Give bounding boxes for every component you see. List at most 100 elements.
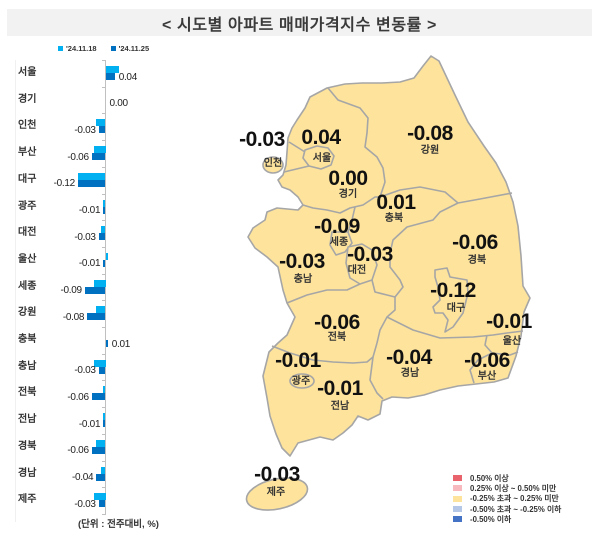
chungnam-jeonbuk-border [286,283,361,304]
gangwon-south-border [379,186,513,204]
title-bar: < 시도별 아파트 매매가격지수 변동률 > [7,9,592,36]
data-label: 0.00 [109,98,129,110]
bar-this-week [103,259,106,267]
data-label: -0.06 [67,445,89,457]
axis-tick [102,220,105,222]
map-label-gyeongbuk: 경북 [467,255,487,266]
map-label-daegu: 대구 [446,303,466,314]
category-label: 전북 [18,387,37,399]
bar-this-week [98,126,106,134]
map-label-chungnam: 충남 [293,274,313,285]
unit-note: (단위 : 전주대비, %) [78,519,159,530]
axis-tick [102,487,105,489]
map-value-gyeongbuk: -0.06 [452,231,498,254]
axis-tick [102,380,105,382]
axis-tick [102,433,105,435]
axis-tick [102,246,105,248]
jeonbuk-jeonnam-border [271,342,378,364]
category-label: 부산 [18,147,37,159]
category-label: 경기 [18,93,37,105]
bar-prev-week [100,226,106,234]
axis-tick [102,513,105,515]
legend-swatch-blue [453,516,462,523]
map-legend-label: 0.50% 이상 [470,473,509,483]
category-label: 대구 [18,173,37,185]
map-value-jeju: -0.03 [254,463,300,486]
chungbuk-south-border [371,279,396,298]
category-label: 전남 [18,414,37,426]
legend-swatch-pink [453,485,462,492]
incheon-island [262,156,284,174]
data-label: 0.04 [118,71,138,83]
legend-label-prev-week: '24.11.18 [66,44,97,53]
data-label: -0.06 [67,391,89,403]
data-label: -0.09 [60,285,83,297]
category-label: 충남 [18,360,37,372]
category-label: 강원 [18,307,37,319]
map-legend-item: -0.50% 초과 ~ -0.25% 이하 [453,504,561,514]
bar-prev-week [94,359,106,367]
axis-tick [102,113,105,115]
map-label-ulsan: 울산 [502,336,522,347]
bar-prev-week [105,252,108,260]
map-value-incheon: -0.03 [239,128,285,151]
bar-this-week [87,313,106,321]
legend-swatch-prev-week [58,46,63,51]
data-label: -0.03 [74,124,96,136]
jeonnam-gyeongnam-border [369,356,384,400]
map-label-sejong: 세종 [329,237,349,248]
map-legend-label: 0.25% 이상 ~ 0.50% 미만 [470,483,557,493]
category-label: 인천 [18,120,37,132]
category-label: 세종 [18,280,37,292]
map-label-busan: 부산 [477,371,497,382]
bar-prev-week [96,439,106,447]
chungbuk-west-border [347,206,356,233]
axis-tick [102,407,105,409]
bar-this-week [91,446,106,454]
bar-this-week [91,393,106,401]
map-legend-item: 0.50% 이상 [453,473,561,483]
map-legend-item: 0.25% 이상 ~ 0.50% 미만 [453,483,561,493]
map-label-incheon: 인천 [263,158,283,169]
map-value-jeonnam: -0.01 [317,377,363,400]
map-value-gyeongnam: -0.04 [386,346,432,369]
map-label-gyeonggi: 경기 [338,189,358,200]
legend-item-prev-week: '24.11.18 [58,44,97,53]
jeju-island [245,477,309,511]
axis-tick [102,193,105,195]
legend-swatch-red [453,475,462,482]
data-label: -0.03 [74,498,96,510]
axis-tick [102,327,105,328]
map-label-jeonnam: 전남 [330,401,350,412]
map-value-jeonbuk: -0.06 [314,311,360,334]
bar-this-week [103,420,106,428]
category-label: 대전 [18,227,37,239]
map-value-gwangju: -0.01 [275,349,321,372]
map-label-gwangju: 광주 [291,376,311,387]
map-value-ulsan: -0.01 [486,310,532,333]
bar-prev-week [105,66,120,73]
bar-this-week [84,286,106,294]
category-label: 제주 [18,494,37,506]
map-value-sejong: -0.09 [314,215,360,238]
axis-tick [102,353,105,355]
bar-prev-week [103,199,106,207]
axis-tick [102,140,105,142]
bar-prev-week [94,146,106,154]
data-label: -0.08 [62,311,85,323]
category-label: 경북 [18,440,37,452]
chungbuk-gyeongbuk-border [389,202,459,298]
gyeonggi-south-border [302,196,380,214]
map-value-daegu: -0.12 [430,279,476,302]
bar-prev-week [96,119,106,127]
data-label: -0.12 [53,178,76,190]
incheon-gyeonggi-border-south [283,165,310,173]
bar-this-week [103,206,106,214]
data-label: 0.01 [111,338,131,350]
map-value-daejeon: -0.03 [347,243,393,266]
map-value-busan: -0.06 [464,349,510,372]
bar-this-week [105,340,108,347]
bar-prev-week [103,413,106,421]
map-label-gyeongnam: 경남 [400,368,420,379]
legend-swatch-light-blue [453,506,462,513]
